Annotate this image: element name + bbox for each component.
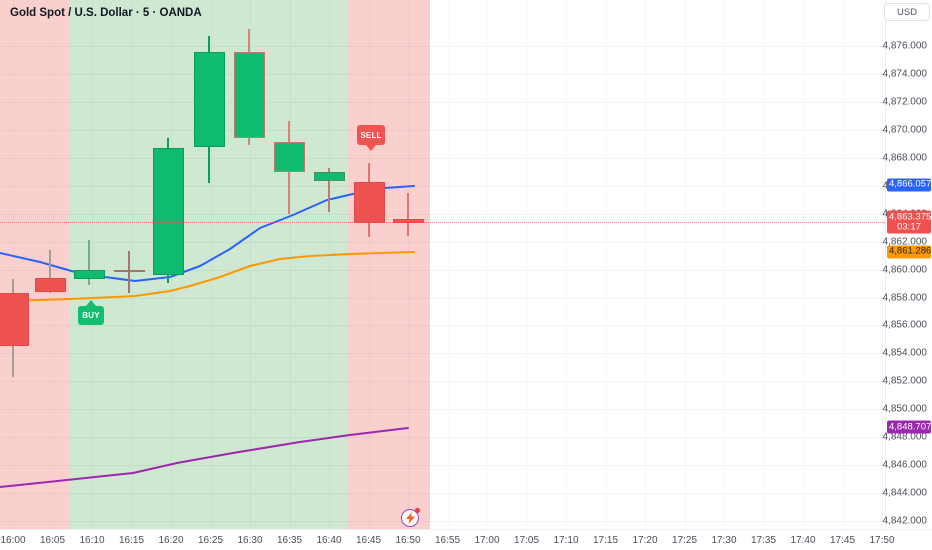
price-tick-label: 4,844.000 [882, 487, 928, 499]
time-tick-label: 16:55 [434, 535, 461, 546]
lightning-bolt-glyph [405, 512, 415, 524]
h-gridline [0, 437, 885, 439]
h-gridline [0, 325, 885, 327]
candle-body [313, 171, 345, 182]
h-gridline [0, 353, 885, 355]
candle-body [152, 148, 184, 276]
price-tick-label: 4,850.000 [882, 403, 928, 415]
sell-marker-arrow [366, 145, 376, 151]
price-tick-label: 4,876.000 [882, 40, 928, 52]
h-gridline [0, 46, 885, 47]
price-tick-label: 4,856.000 [882, 319, 928, 331]
price-axis[interactable]: 4,876.000 4,874.000 4,872.000 4,870.000 4,86… [882, 0, 932, 529]
time-tick-label: 16:35 [276, 535, 303, 546]
candle-body [353, 181, 385, 224]
candle-body [0, 293, 29, 347]
h-gridline [0, 409, 885, 411]
time-tick-label: 16:05 [39, 535, 66, 546]
time-tick-label: 17:00 [474, 535, 500, 546]
price-badge: 4,863.375 03:17 [887, 210, 932, 234]
currency-unit-button[interactable]: USD [884, 3, 930, 21]
time-tick-label: 16:30 [237, 535, 263, 546]
price-tick-label: 4,848.000 [882, 431, 928, 443]
ma-slow-line [0, 427, 409, 488]
price-tick-label: 4,860.000 [882, 264, 928, 275]
buy-marker-arrow [86, 300, 96, 306]
candle-body [193, 51, 225, 147]
sell-marker[interactable]: SELL [357, 125, 385, 151]
candle-body [273, 142, 305, 172]
time-axis[interactable]: 16:00 16:05 16:10 16:15 16:20 16:25 16:30 16:35… [0, 529, 932, 550]
symbol-title[interactable]: Gold Spot / U.S. Dollar · 5 · OANDA [10, 7, 202, 19]
h-gridline [0, 297, 885, 299]
moving-average-lines [0, 185, 415, 488]
candle-wick [328, 167, 330, 213]
candle-body [73, 269, 105, 280]
candle-body [113, 270, 145, 273]
price-tick-label: 4,854.000 [882, 347, 928, 359]
time-tick-label: 17:30 [711, 535, 737, 546]
candle-body [233, 51, 265, 139]
price-tick-label: 4,872.000 [882, 96, 928, 108]
time-tick-label: 16:00 [0, 535, 26, 546]
time-tick-label: 16:50 [395, 535, 421, 546]
candle-wick [49, 250, 51, 294]
h-gridline [0, 269, 885, 271]
time-tick-label: 16:45 [355, 535, 382, 546]
price-badge: 4,866.057 [887, 178, 932, 192]
price-tick-label: 4,874.000 [882, 68, 928, 80]
price-tick-label: 4,852.000 [882, 375, 928, 387]
time-tick-label: 17:20 [632, 535, 658, 546]
h-gridline [0, 157, 885, 159]
ma-fast-line [0, 185, 415, 282]
notification-dot [415, 508, 420, 513]
candle-wick [407, 192, 409, 236]
h-gridline [0, 129, 885, 131]
price-tick-label: 4,858.000 [882, 292, 928, 303]
h-gridline [0, 185, 885, 187]
lightning-icon[interactable] [401, 508, 420, 527]
countdown-timer: 03:17 [897, 221, 921, 233]
session-zone-short-zone-2 [348, 0, 430, 529]
last-price-dotted-line [0, 222, 885, 224]
candle-wick [128, 251, 130, 294]
time-tick-label: 16:10 [79, 535, 105, 546]
candle-wick [88, 240, 90, 285]
price-tick-label: 4,870.000 [882, 124, 928, 136]
time-tick-label: 17:45 [829, 535, 856, 546]
h-gridline [0, 465, 885, 467]
time-tick-label: 17:25 [671, 535, 698, 546]
price-badge: 4,848.707 [887, 420, 932, 434]
time-tick-label: 16:20 [158, 535, 184, 546]
h-gridline [0, 213, 885, 215]
time-tick-label: 17:35 [750, 535, 777, 546]
time-tick-label: 16:15 [118, 535, 145, 546]
price-tick-label: 4,868.000 [882, 152, 928, 164]
h-gridline [0, 241, 885, 243]
price-tick-label: 4,842.000 [882, 515, 928, 527]
price-tick-label: 4,862.000 [882, 236, 928, 248]
price-badge: 4,861.286 [887, 245, 932, 259]
price-tick-label: 4,846.000 [882, 459, 928, 471]
time-tick-label: 17:40 [790, 535, 816, 546]
buy-marker[interactable]: BUY [78, 300, 104, 325]
time-tick-label: 17:50 [869, 535, 895, 546]
time-tick-label: 16:40 [316, 535, 342, 546]
chart-pane[interactable]: BUY SELL Gold Spot / U.S. Dollar · 5 · OA… [0, 0, 885, 529]
h-gridline [0, 73, 885, 75]
ma-mid-line [0, 251, 415, 302]
session-zone-short-zone-1 [0, 0, 70, 529]
h-gridline [0, 521, 885, 522]
time-tick-label: 17:15 [592, 535, 619, 546]
h-gridline [0, 493, 885, 495]
h-gridline [0, 381, 885, 383]
time-tick-label: 17:05 [513, 535, 540, 546]
h-gridline [0, 101, 885, 103]
candle-body [34, 277, 66, 292]
time-tick-label: 16:25 [197, 535, 224, 546]
time-tick-label: 17:10 [553, 535, 579, 546]
